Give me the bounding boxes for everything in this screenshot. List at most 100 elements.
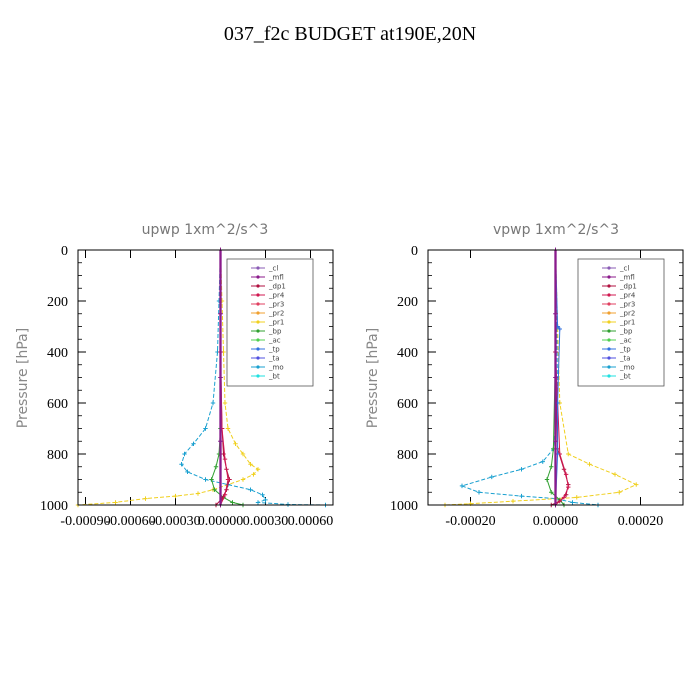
upwp-legend-marker [256,275,260,279]
vpwp-title: vpwp 1xm^2/s^3 [493,222,619,238]
upwp-series-point [212,487,217,492]
upwp-series-point [209,477,214,482]
vpwp-legend-box [577,258,665,387]
vpwp-legend-label: _dp1 [619,283,637,291]
vpwp-legend-label: _mo [619,364,635,372]
vpwp-series-point [553,311,558,316]
vpwp-ytick-label: 0 [411,244,418,259]
vpwp-series-point [519,493,524,499]
vpwp-legend-marker [607,365,611,369]
vpwp-ytick-label: 600 [397,397,418,412]
vpwp-series-point [510,498,516,504]
upwp-series-point [191,441,196,446]
upwp-series-point [255,500,261,505]
upwp-legend-label: _bt [268,373,280,381]
vpwp-series-point [540,459,545,464]
upwp-plot-frame [77,249,334,506]
upwp-xtick-label: -0.00030 [150,514,200,529]
vpwp-panel: vpwp 1xm^2/s^3 Pressure [hPa] 0 200 400 600… [365,222,684,529]
vpwp-series-line [444,249,638,506]
upwp-series-point [218,439,223,444]
upwp-series-point [225,477,231,482]
vpwp-ylabel: Pressure [hPa] [365,328,381,428]
vpwp-marks: 0 200 400 600 800 1000 -0.00020 0.00000 0.00020 [390,244,683,529]
vpwp-legend-marker [607,311,611,315]
upwp-legend-marker [256,374,260,378]
upwp-series-point [218,311,223,316]
vpwp-legend-label: _pr1 [619,319,635,327]
vpwp-ytick-label: 1000 [390,499,418,514]
upwp-legend-label: _bp [268,328,282,336]
vpwp-xtick-label: 0.00020 [618,514,664,529]
upwp-ytick-label: 400 [47,346,68,361]
upwp-series-point [248,462,253,467]
upwp-ylabel: Pressure [hPa] [15,328,31,428]
upwp-panel: upwp 1xm^2/s^3 Pressure [hPa] 0 200 400 600… [15,222,334,529]
vpwp-series-point [563,472,569,477]
upwp-legend-label: _pr2 [268,310,284,318]
vpwp-legend-label: _pr2 [619,310,635,318]
upwp-series-point [230,500,235,505]
vpwp-series-point [612,472,618,477]
upwp-series-point [213,464,219,469]
upwp-series-point [233,441,238,446]
upwp-legend-marker [256,347,260,351]
vpwp-legend-label: _ta [619,355,631,363]
upwp-series-point [251,472,256,477]
vpwp-series-point [587,462,592,467]
vpwp-legend-marker [607,284,611,288]
vpwp-series-point [549,490,554,495]
upwp-series-point [255,467,261,472]
upwp-series-point [173,493,178,499]
vpwp-ytick-label: 200 [397,295,418,310]
upwp-xtick-label: -0.00090 [60,514,110,529]
upwp-series-point [222,400,228,406]
vpwp-legend-marker [607,338,611,342]
vpwp-legend-marker [607,329,611,333]
upwp-series-line [180,249,326,506]
vpwp-legend-marker [607,320,611,324]
upwp-xtick-label: 0.00030 [243,514,289,529]
vpwp-legend-label: _ac [619,337,632,345]
upwp-series-point [248,487,253,492]
upwp-legend-label: _dp1 [268,283,286,291]
vpwp-legend-marker [607,266,611,270]
vpwp-legend-marker [607,302,611,306]
vpwp-series-point [617,490,622,495]
upwp-legend-label: _mo [268,364,284,372]
upwp-ytick-label: 200 [47,295,68,310]
vpwp-series-point [557,326,562,332]
upwp-legend-marker [256,329,260,333]
upwp-series-point [179,462,184,467]
upwp-series-point [195,491,201,496]
upwp-series-point [203,477,208,482]
upwp-series-point [218,375,223,380]
vpwp-series-point [566,484,571,490]
vpwp-series-point [489,474,494,480]
upwp-series-point [222,456,228,462]
vpwp-series-point [634,482,639,487]
upwp-ytick-label: 0 [61,244,68,259]
vpwp-legend-marker [607,374,611,378]
upwp-series-point [240,477,246,482]
upwp-xtick-label: 0.00060 [288,514,334,529]
upwp-ytick-label: 800 [47,448,68,463]
vpwp-legend-marker [607,275,611,279]
vpwp-ytick-label: 800 [397,448,418,463]
upwp-series-point [285,502,291,507]
upwp-legend-marker [256,320,260,324]
upwp-legend-marker [256,284,260,288]
upwp-series-point [210,400,216,406]
upwp-legend-box [226,258,314,387]
upwp-legend-marker [256,365,260,369]
upwp-xtick-label: -0.00060 [105,514,155,529]
vpwp-legend-label: _tp [619,346,631,354]
upwp-ytick-label: 1000 [40,499,68,514]
upwp-legend-marker [256,311,260,315]
upwp-series-point [182,451,187,457]
vpwp-legend-marker [607,356,611,360]
upwp-legend-label: _ta [268,355,280,363]
vpwp-series-point [553,439,558,444]
vpwp-plot-frame [427,249,684,506]
vpwp-series-point [566,451,571,457]
